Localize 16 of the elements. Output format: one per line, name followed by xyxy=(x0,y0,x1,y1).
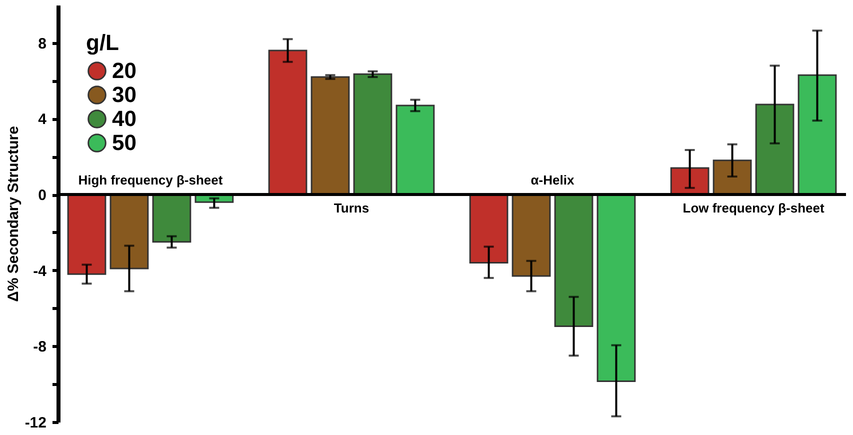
y-tick-label: -8 xyxy=(33,338,46,356)
y-tick-label: 0 xyxy=(38,187,46,204)
y-tick-label: -4 xyxy=(33,262,48,280)
y-tick-label: -12 xyxy=(24,414,46,432)
x-tick-label: Turns xyxy=(334,200,370,216)
x-tick-label: α-Helix xyxy=(530,172,575,188)
legend-title: g/L xyxy=(86,30,119,55)
x-tick-label: High frequency β-sheet xyxy=(78,172,224,188)
y-tick-label: 4 xyxy=(38,111,48,128)
legend-label: 40 xyxy=(112,106,136,131)
y-tick-label: 8 xyxy=(38,35,46,52)
legend-label: 50 xyxy=(112,130,136,155)
legend-label: 20 xyxy=(112,58,136,83)
x-tick-label: Low frequency β-sheet xyxy=(682,200,825,216)
y-axis-title: Δ% Secondary Structure xyxy=(4,126,22,302)
legend-label: 30 xyxy=(112,82,136,107)
